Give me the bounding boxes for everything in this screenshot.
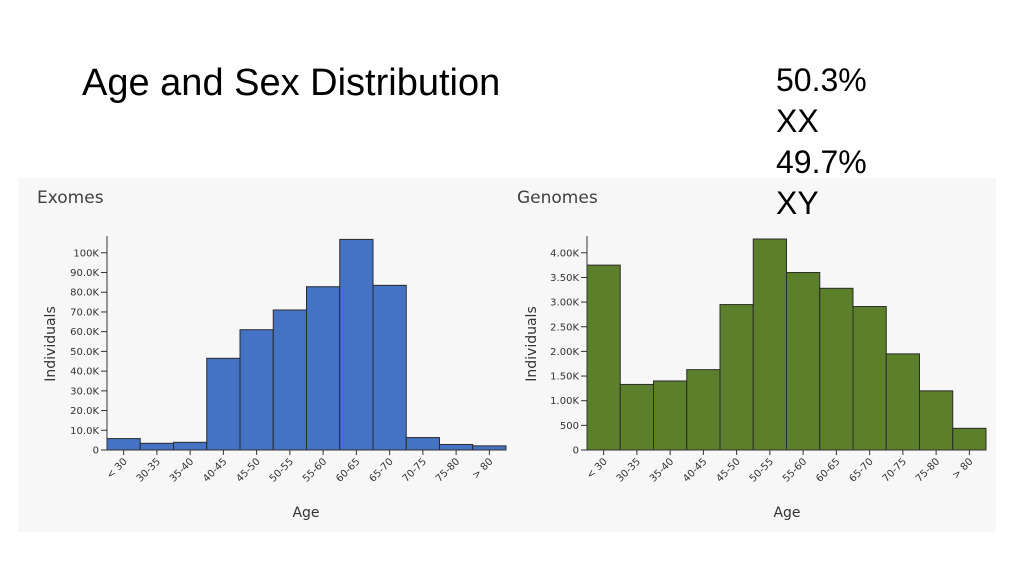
- x-tick-label: 75-80: [434, 456, 462, 484]
- y-tick-label: 90.0K: [70, 268, 99, 279]
- x-tick-label: 55-60: [301, 456, 329, 484]
- x-tick-label: > 80: [471, 456, 496, 481]
- bar: [306, 286, 341, 451]
- y-tick-label: 3.00K: [550, 298, 579, 309]
- bar: [439, 443, 474, 451]
- bar: [173, 441, 208, 451]
- chart-title: Exomes: [37, 188, 104, 208]
- x-tick-label: 35-40: [648, 456, 676, 484]
- slide-title: Age and Sex Distribution: [82, 62, 501, 104]
- bar: [752, 238, 787, 451]
- xx-label: XX: [776, 103, 819, 139]
- y-tick-label: 100K: [73, 248, 99, 259]
- bar: [919, 390, 954, 451]
- y-tick-label: 30.0K: [70, 386, 99, 397]
- x-tick-label: 50-55: [268, 456, 296, 484]
- bar: [239, 329, 274, 451]
- x-tick-label: 40-45: [201, 456, 229, 484]
- y-tick-label: 10.0K: [70, 426, 99, 437]
- x-tick-label: 60-65: [334, 456, 362, 484]
- y-tick-label: 1.50K: [550, 372, 579, 383]
- bar: [206, 357, 241, 451]
- x-tick-label: 30-35: [135, 456, 163, 484]
- exomes-histogram: Exomes Age Individuals 0 10.0K 20.0K 30.0K 4…: [37, 188, 507, 521]
- y-tick-label: 4.00K: [550, 248, 579, 259]
- sex-distribution-stats: 50.3% XX 49.7% XY: [776, 60, 867, 224]
- x-tick-label: 35-40: [168, 456, 196, 484]
- x-tick-label: 70-75: [401, 456, 429, 484]
- y-tick-label: 2.00K: [550, 347, 579, 358]
- x-tick-label: 45-50: [234, 456, 262, 484]
- y-axis-label: Individuals: [524, 306, 540, 381]
- bar: [686, 369, 721, 451]
- y-tick-label: 2.50K: [550, 322, 579, 333]
- y-tick-label: 50.0K: [70, 347, 99, 358]
- y-tick-label: 60.0K: [70, 327, 99, 338]
- y-tick-label: 3.50K: [550, 273, 579, 284]
- bar: [106, 438, 141, 451]
- y-axis-label: Individuals: [43, 306, 59, 381]
- y-tick-label: 500: [560, 421, 579, 432]
- y-tick-label: 0: [573, 446, 579, 457]
- chart-title: Genomes: [517, 188, 598, 208]
- x-tick-label: 55-60: [781, 456, 809, 484]
- y-tick-label: 1.00K: [550, 396, 579, 407]
- bar: [272, 309, 307, 451]
- x-tick-label: 60-65: [814, 456, 842, 484]
- xy-label: XY: [776, 185, 819, 221]
- x-tick-label: 50-55: [748, 456, 776, 484]
- x-tick-label: 30-35: [615, 456, 643, 484]
- bar: [405, 437, 440, 451]
- x-tick-label: 65-70: [847, 456, 875, 484]
- bar: [952, 427, 987, 451]
- genomes-histogram: Genomes Age Individuals 0 500 1.00K 1.50K 2.…: [517, 188, 987, 521]
- xy-percent: 49.7%: [776, 144, 867, 180]
- y-tick-label: 0: [93, 446, 99, 457]
- bar: [653, 380, 688, 451]
- x-axis-label: Age: [292, 505, 319, 521]
- plot-area: 0 10.0K 20.0K 30.0K 40.0K 50.0K 60.0K 70.0K 80.0…: [70, 236, 507, 485]
- bar: [852, 306, 887, 451]
- x-tick-label: < 30: [105, 456, 130, 481]
- bar: [719, 304, 754, 451]
- bar: [885, 353, 920, 451]
- bar: [139, 442, 174, 451]
- bar: [619, 383, 654, 451]
- bar: [372, 284, 407, 451]
- y-tick-label: 70.0K: [70, 307, 99, 318]
- bar: [339, 238, 374, 451]
- x-tick-label: > 80: [951, 456, 976, 481]
- x-axis-label: Age: [773, 505, 800, 521]
- plot-area: 0 500 1.00K 1.50K 2.00K 2.50K 3.00K 3.50K 4.00K <…: [550, 236, 987, 485]
- x-tick-label: 75-80: [914, 456, 942, 484]
- y-tick-label: 80.0K: [70, 288, 99, 299]
- bar: [786, 272, 821, 451]
- y-tick-label: 40.0K: [70, 367, 99, 378]
- xx-percent: 50.3%: [776, 62, 867, 98]
- x-tick-label: 65-70: [367, 456, 395, 484]
- x-tick-label: 40-45: [681, 456, 709, 484]
- x-tick-label: 70-75: [881, 456, 909, 484]
- bar: [819, 287, 854, 451]
- x-tick-label: 45-50: [714, 456, 742, 484]
- bar: [586, 264, 621, 451]
- y-tick-label: 20.0K: [70, 406, 99, 417]
- x-tick-label: < 30: [585, 456, 610, 481]
